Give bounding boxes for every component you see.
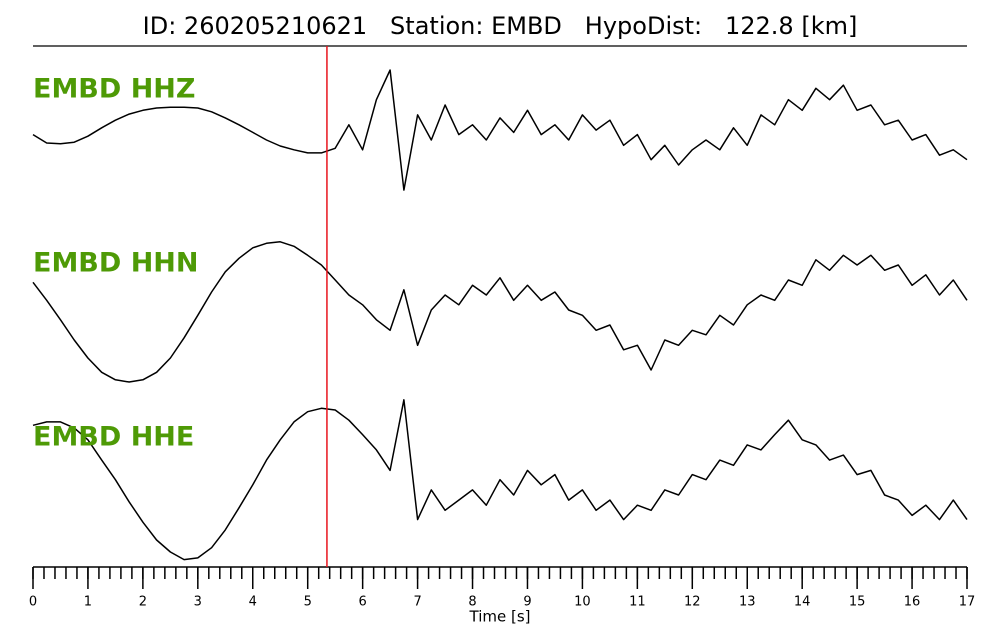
x-tick-label: 13 — [739, 595, 756, 610]
chart-title: ID: 260205210621 Station: EMBD HypoDist:… — [143, 12, 858, 40]
x-tick-label: 5 — [304, 595, 312, 610]
x-tick-label: 15 — [849, 595, 866, 610]
x-tick-label: 1 — [84, 595, 92, 610]
x-tick-label: 7 — [413, 595, 421, 610]
x-tick-label: 4 — [249, 595, 257, 610]
x-tick-label: 2 — [139, 595, 147, 610]
x-tick-label: 10 — [574, 595, 591, 610]
waveform — [32, 399, 968, 561]
waveform — [32, 69, 968, 191]
waveform — [32, 241, 968, 383]
x-tick-label: 16 — [904, 595, 921, 610]
x-tick-label: 6 — [359, 595, 367, 610]
x-tick-label: 3 — [194, 595, 202, 610]
x-tick-label: 14 — [794, 595, 811, 610]
x-tick-label: 9 — [523, 595, 531, 610]
trace-label: EMBD HHZ — [33, 74, 195, 105]
x-tick-label: 17 — [959, 595, 976, 610]
x-axis-label: Time [s] — [469, 608, 531, 626]
x-tick-label: 12 — [684, 595, 701, 610]
x-tick-label: 0 — [29, 595, 37, 610]
trace-label: EMBD HHE — [33, 422, 194, 453]
trace-label: EMBD HHN — [33, 248, 199, 279]
x-tick-label: 11 — [629, 595, 646, 610]
x-tick-label: 8 — [468, 595, 476, 610]
